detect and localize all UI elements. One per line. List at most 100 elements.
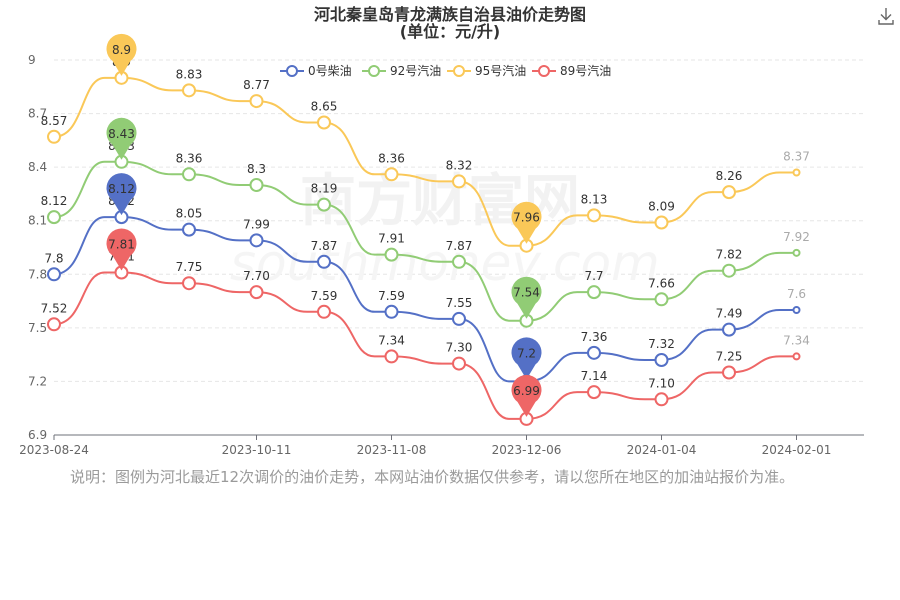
legend-label: 92号汽油 — [390, 63, 441, 78]
pin-marker: 8.12 — [106, 173, 137, 216]
data-point[interactable] — [317, 197, 331, 212]
data-point[interactable] — [452, 174, 466, 189]
pin-marker: 8.43 — [106, 117, 137, 160]
data-point[interactable] — [452, 254, 466, 269]
data-label: 8.3 — [247, 162, 266, 176]
data-point[interactable] — [654, 353, 669, 367]
data-point[interactable] — [384, 304, 399, 319]
y-tick-label: 9 — [28, 53, 36, 67]
x-tick-label: 2023-12-06 — [492, 443, 562, 457]
y-tick-label: 7.8 — [28, 267, 47, 281]
data-point[interactable] — [792, 352, 801, 361]
data-point[interactable] — [317, 304, 331, 319]
data-point[interactable] — [47, 317, 61, 332]
data-point[interactable] — [587, 285, 601, 300]
data-point[interactable] — [654, 215, 669, 230]
data-label: 8.13 — [581, 192, 608, 206]
pin-label: 7.96 — [513, 211, 540, 225]
data-point[interactable] — [654, 392, 669, 407]
pin-marker: 7.96 — [511, 201, 542, 244]
data-point[interactable] — [182, 222, 196, 237]
data-point[interactable] — [384, 349, 399, 364]
data-point[interactable] — [722, 322, 736, 337]
data-label: 8.32 — [446, 158, 473, 172]
pin-shape — [106, 117, 137, 160]
data-point[interactable] — [47, 129, 61, 144]
data-label: 8.36 — [378, 151, 405, 165]
legend-label: 89号汽油 — [560, 63, 611, 78]
data-point[interactable] — [654, 292, 669, 307]
data-point[interactable] — [317, 254, 331, 269]
data-point[interactable] — [249, 285, 264, 300]
data-point[interactable] — [587, 385, 601, 400]
data-label: 8.05 — [176, 207, 203, 221]
series-2 — [47, 70, 801, 253]
data-label: 7.99 — [243, 217, 270, 231]
data-point[interactable] — [452, 311, 466, 326]
chart-title: 河北秦皇岛青龙满族自治县油价走势图 — [313, 5, 586, 24]
data-point[interactable] — [182, 167, 196, 182]
data-label: 7.25 — [716, 350, 743, 364]
data-label: 7.14 — [581, 369, 608, 383]
data-label: 7.6 — [787, 287, 806, 301]
legend-item-0[interactable]: 0号柴油 — [280, 64, 352, 78]
data-point[interactable] — [792, 248, 801, 257]
watermark-en: southmoney.com — [230, 234, 660, 292]
data-point[interactable] — [384, 167, 399, 182]
data-point[interactable] — [792, 168, 801, 177]
data-point[interactable] — [722, 365, 736, 380]
data-point[interactable] — [452, 356, 466, 371]
data-label: 7.10 — [648, 376, 675, 390]
pin-marker: 7.54 — [511, 276, 542, 319]
chart-note: 说明：图例为河北最近12次调价的油价走势，本网站油价数据仅供参考，请以您所在地区… — [70, 468, 795, 486]
data-label: 7.36 — [581, 330, 608, 344]
data-label: 7.87 — [311, 239, 338, 253]
data-label: 7.7 — [584, 269, 603, 283]
data-label: 8.36 — [176, 151, 203, 165]
data-label: 8.65 — [311, 100, 338, 114]
pin-label: 8.9 — [112, 43, 131, 57]
data-point[interactable] — [384, 247, 399, 262]
data-label: 7.92 — [783, 230, 810, 244]
data-point[interactable] — [47, 267, 61, 282]
data-point[interactable] — [587, 208, 601, 223]
y-tick-label: 6.9 — [28, 428, 47, 442]
x-tick-label: 2023-10-11 — [222, 443, 292, 457]
legend[interactable]: 0号柴油 92号汽油 95号汽油 89号汽油 — [280, 63, 611, 78]
data-point[interactable] — [587, 345, 601, 360]
data-label: 7.82 — [716, 248, 743, 262]
pin-marker: 8.9 — [106, 33, 137, 76]
series-line — [53, 271, 797, 420]
data-label: 7.30 — [446, 341, 473, 355]
data-point[interactable] — [792, 306, 801, 314]
data-label: 7.34 — [378, 333, 405, 347]
data-point[interactable] — [317, 115, 331, 130]
data-point[interactable] — [249, 233, 264, 248]
data-label: 7.8 — [44, 251, 63, 265]
data-point[interactable] — [182, 276, 196, 291]
data-label: 8.37 — [783, 150, 810, 164]
data-label: 8.83 — [176, 67, 203, 81]
data-point[interactable] — [47, 210, 61, 225]
download-icon[interactable] — [876, 6, 896, 26]
data-point[interactable] — [722, 185, 736, 200]
data-label: 7.66 — [648, 276, 675, 290]
pin-shape — [106, 228, 137, 271]
legend-item-3[interactable]: 89号汽油 — [532, 63, 611, 78]
series-line — [53, 76, 797, 247]
legend-item-1[interactable]: 92号汽油 — [362, 63, 441, 78]
y-tick-label: 8.4 — [28, 160, 47, 174]
data-label: 8.12 — [41, 194, 68, 208]
data-point[interactable] — [722, 263, 736, 278]
pin-shape — [511, 276, 542, 319]
series-layer — [47, 70, 801, 426]
pin-label: 7.2 — [517, 346, 536, 360]
pin-shape — [106, 33, 137, 76]
data-point[interactable] — [249, 94, 264, 109]
legend-item-2[interactable]: 95号汽油 — [447, 63, 526, 78]
y-tick-label: 7.5 — [28, 321, 47, 335]
data-label: 7.32 — [648, 337, 675, 351]
data-point[interactable] — [249, 178, 264, 192]
data-point[interactable] — [182, 83, 196, 98]
